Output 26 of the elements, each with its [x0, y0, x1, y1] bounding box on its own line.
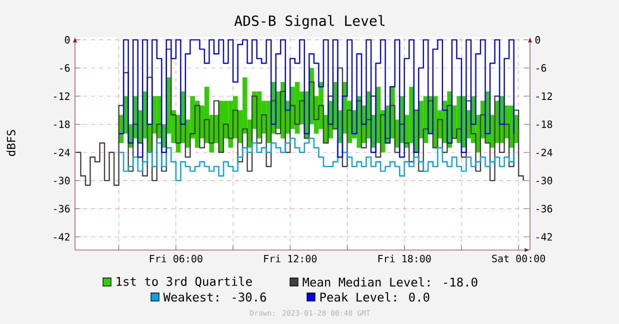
- y-tick-label: -6: [60, 64, 70, 72]
- chart-title: ADS-B Signal Level: [234, 15, 384, 29]
- x-tick-label: Fri 06:00: [150, 254, 202, 262]
- x-tick-label: Sat 00:00: [492, 254, 546, 262]
- y-tick-label: -24: [54, 148, 70, 156]
- y-tick-label: -18: [54, 120, 70, 128]
- y-tick-label: -36: [54, 204, 70, 212]
- y2-tick-label: -12: [536, 92, 552, 100]
- y-tick-label: 0: [64, 36, 70, 44]
- y-tick-label: -12: [54, 92, 70, 100]
- y2-tick-label: -24: [536, 148, 552, 156]
- x-tick-label: Fri 18:00: [378, 254, 431, 262]
- y2-tick-label: -6: [536, 64, 546, 72]
- y2-tick-label: -18: [536, 120, 552, 128]
- legend-label: Peak Level: 0.0: [320, 292, 430, 302]
- y2-tick-label: 0: [535, 36, 540, 44]
- legend-label: Weakest: -30.6: [163, 292, 266, 302]
- y-tick-label: -42: [54, 233, 70, 241]
- x-tick-label: Fri 12:00: [264, 254, 317, 262]
- legend-label: Mean Median Level: -18.0: [302, 277, 478, 287]
- y2-tick-label: -36: [536, 204, 552, 212]
- y-tick-label: -30: [54, 176, 70, 184]
- y-axis-title: dBFS: [6, 130, 16, 156]
- y2-tick-label: -42: [536, 233, 552, 241]
- legend-label: 1st to 3rd Quartile: [116, 276, 252, 288]
- y2-tick-label: -30: [536, 176, 552, 184]
